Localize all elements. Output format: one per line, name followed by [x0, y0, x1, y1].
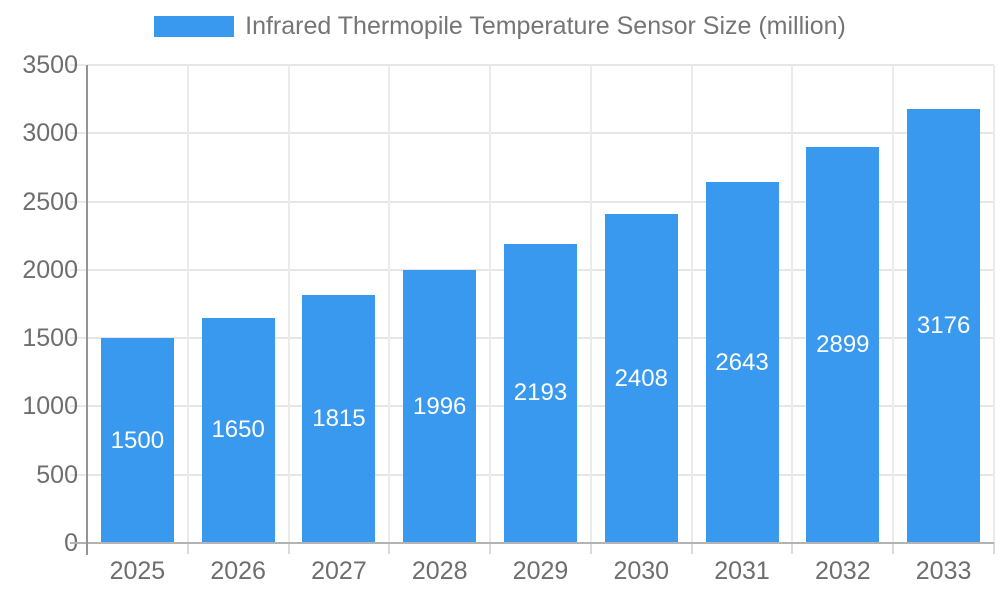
bar-2026[interactable]: 1650 — [201, 317, 275, 543]
y-axis-tick-label: 0 — [0, 529, 78, 557]
bar-2033[interactable]: 3176 — [907, 109, 981, 543]
y-axis-tick-label: 2500 — [22, 187, 78, 216]
gridline-vertical — [388, 65, 391, 543]
legend[interactable]: Infrared Thermopile Temperature Sensor S… — [0, 12, 1000, 41]
gridline-vertical — [791, 65, 794, 543]
bar-2031[interactable]: 2643 — [705, 182, 779, 543]
gridline-horizontal — [87, 200, 994, 203]
y-axis-line — [86, 65, 88, 555]
x-axis-tick — [690, 543, 693, 554]
x-axis-tick — [993, 543, 995, 554]
bar-2027[interactable]: 1815 — [302, 295, 376, 543]
x-axis-tick — [791, 543, 794, 554]
gridline-vertical — [489, 65, 492, 543]
gridline-vertical — [690, 65, 693, 543]
gridline-horizontal — [87, 64, 994, 66]
x-axis-tick-label: 2033 — [915, 557, 972, 585]
y-axis-tick-label: 500 — [36, 460, 78, 489]
gridline-vertical — [892, 65, 895, 543]
bar-value-label: 2643 — [715, 348, 769, 376]
gridline-vertical — [589, 65, 592, 543]
bar-value-label: 2193 — [513, 379, 568, 407]
bar-value-label: 1500 — [110, 426, 165, 454]
x-axis-tick-label: 2032 — [815, 557, 871, 585]
legend-label: Infrared Thermopile Temperature Sensor S… — [245, 12, 846, 40]
bar-value-label: 2899 — [816, 331, 870, 359]
y-axis-tick — [70, 132, 86, 135]
x-axis-tick — [186, 543, 189, 554]
bar-value-label: 2408 — [614, 364, 668, 392]
bar-2030[interactable]: 2408 — [604, 214, 678, 543]
bar-value-label: 3176 — [916, 312, 971, 340]
x-axis-tick — [388, 543, 391, 554]
x-axis-tick — [287, 543, 290, 554]
y-axis-tick-label: 1500 — [22, 324, 78, 353]
x-axis-tick-label: 2026 — [210, 557, 266, 585]
bar-2032[interactable]: 2899 — [806, 147, 880, 543]
y-axis-tick-label: 2000 — [22, 255, 78, 284]
plot-area: 1500 1650 1815 1996 2193 2408 2643 2899 3176 — [70, 64, 995, 555]
y-axis-tick — [70, 200, 86, 203]
y-axis-tick — [70, 268, 86, 271]
y-axis-tick — [70, 473, 86, 476]
y-axis-tick-label: 3000 — [22, 119, 78, 148]
x-axis-tick-label: 2025 — [109, 557, 166, 585]
bar-value-label: 1815 — [312, 405, 366, 433]
gridline-vertical — [186, 65, 189, 543]
gridline-horizontal — [87, 132, 994, 135]
bar-value-label: 1650 — [211, 416, 265, 444]
x-axis-tick — [589, 543, 592, 554]
x-axis-tick-label: 2030 — [613, 557, 670, 585]
gridline-vertical — [287, 65, 290, 543]
y-axis-tick — [70, 405, 86, 408]
x-axis-tick-label: 2027 — [311, 557, 367, 585]
bar-2029[interactable]: 2193 — [504, 243, 577, 543]
y-axis-tick-label: 3500 — [22, 51, 78, 79]
bar-2025[interactable]: 1500 — [100, 338, 174, 543]
legend-swatch — [154, 16, 235, 37]
x-axis-tick-label: 2031 — [714, 557, 770, 585]
bar-2028[interactable]: 1996 — [403, 270, 477, 543]
x-axis-tick-label: 2028 — [411, 557, 468, 585]
x-axis-baseline — [70, 542, 994, 544]
x-axis-tick — [489, 543, 492, 554]
x-axis-tick-label: 2029 — [512, 557, 569, 585]
y-axis-tick-label: 1000 — [22, 392, 78, 421]
x-axis-tick — [892, 543, 895, 554]
bar-value-label: 1996 — [413, 392, 467, 420]
y-axis-tick — [70, 64, 86, 66]
y-axis-tick — [70, 337, 86, 340]
gridline-vertical — [993, 65, 995, 543]
